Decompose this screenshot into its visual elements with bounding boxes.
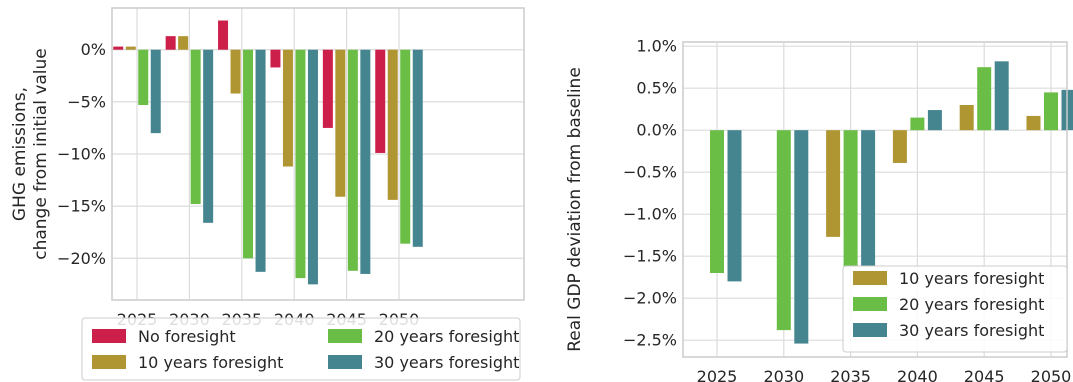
bar [360,49,371,274]
bar [165,36,176,50]
legend-label: 10 years foresight [138,353,283,372]
bar [710,130,724,273]
legend-label: 10 years foresight [899,269,1044,288]
bar [125,46,136,50]
bar [910,117,925,131]
chart-2: 1.0% 0.5% 0.0% −0.5% −1.0% −1.5% −2.0% −2.5% 202… [565,37,1073,382]
legend-label: No foresight [138,327,236,346]
x-tick-label: 2025 [697,367,738,382]
bar [400,49,411,244]
bar [412,49,423,247]
y-tick-label: −2.5% [623,331,677,350]
bar [843,130,858,267]
plot-frame [111,7,525,301]
legend-swatch [853,323,887,337]
bar [335,49,346,197]
y-axis-label: change from initial value [31,48,51,260]
legend-label: 30 years foresight [374,353,519,372]
bar [243,49,254,259]
y-tick-label: 1.0% [636,37,677,56]
legend-swatch [328,329,362,343]
y-tick-label: −0.5% [623,163,677,182]
bar [190,49,201,205]
bar [347,49,358,271]
bar [255,49,266,272]
y-tick-label: 0.5% [636,79,677,98]
bar [295,49,306,279]
bar [1044,92,1058,131]
plot-frame [682,41,1068,358]
x-tick-label: 2040 [897,367,938,382]
bar [861,130,876,267]
legend-label: 30 years foresight [899,321,1044,340]
bar [282,49,293,167]
x-tick-label: 2050 [1031,367,1072,382]
bar [892,130,907,163]
legend-label: 20 years foresight [899,295,1044,314]
bar [776,130,791,331]
bar [794,130,809,344]
bar [203,49,214,223]
legend-box [81,317,521,381]
y-tick-label: −1.0% [623,205,677,224]
y-tick-label: −5% [67,92,106,111]
x-tick-label: 2035 [830,367,871,382]
legend-swatch [92,329,126,343]
legend-box [842,265,1068,353]
legend-swatch [853,271,887,285]
y-axis-label: GHG emissions, [10,87,30,221]
bar [927,110,942,131]
x-tick-label: 2045 [964,367,1005,382]
legend-swatch [328,355,362,369]
bar [307,49,318,285]
legend-swatch [853,297,887,311]
y-tick-label: −1.5% [623,247,677,266]
legend-swatch [92,355,126,369]
bar [150,49,161,134]
bar [218,20,229,50]
y-tick-label: −10% [57,145,106,164]
bar [727,130,742,282]
bar [230,49,241,94]
bar [977,67,992,131]
bar [138,49,149,105]
chart-1: 0%−5%−10%−15%−20%20252030203520402045205… [10,7,525,381]
y-tick-label: 0% [81,40,106,59]
y-axis-label: Real GDP deviation from baseline [565,67,585,352]
legend: 10 years foresight 20 years foresight 30 y… [842,265,1068,353]
bar [270,49,281,68]
legend: No foresight 10 years foresight 20 years f… [81,317,521,381]
y-tick-label: −20% [57,249,106,268]
bar [959,105,974,131]
bar [826,130,841,237]
bar [1026,115,1041,131]
bar [387,49,398,200]
y-tick-label: −15% [57,197,106,216]
bar [113,46,124,50]
y-tick-label: 0.0% [636,121,677,140]
legend-label: 20 years foresight [374,327,519,346]
bar [322,49,333,128]
bar [994,61,1009,131]
bar [375,49,386,153]
y-tick-label: −2.0% [623,289,677,308]
x-tick-label: 2030 [763,367,804,382]
bar [178,36,189,50]
